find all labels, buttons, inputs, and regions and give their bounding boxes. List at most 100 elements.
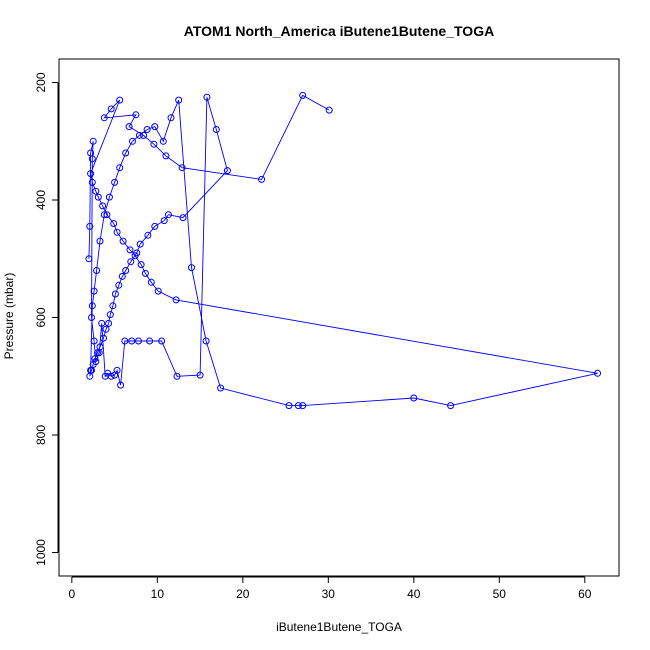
- data-point: [85, 255, 93, 263]
- data-point: [285, 402, 293, 410]
- data-point: [99, 202, 107, 210]
- x-tick-label: 60: [578, 587, 592, 601]
- data-point: [89, 137, 97, 145]
- data-point: [129, 137, 136, 145]
- data-point: [102, 325, 110, 333]
- data-point: [106, 311, 114, 319]
- data-point: [87, 170, 95, 178]
- data-point: [217, 384, 225, 392]
- y-tick-label: 800: [34, 425, 48, 445]
- data-point: [111, 178, 119, 186]
- data-point: [92, 187, 100, 195]
- data-point: [113, 228, 121, 236]
- series-line: [88, 94, 598, 407]
- data-point: [594, 369, 602, 377]
- data-point: [90, 337, 98, 345]
- data-point: [126, 246, 134, 254]
- y-tick-label: 1000: [34, 539, 48, 566]
- data-point: [93, 267, 101, 274]
- data-point: [119, 237, 127, 245]
- data-point: [203, 93, 211, 101]
- data-point: [131, 252, 139, 260]
- data-point: [167, 114, 175, 122]
- x-tick-label: 10: [151, 587, 165, 601]
- data-point: [113, 366, 121, 374]
- data-point: [151, 222, 159, 230]
- data-point: [122, 267, 130, 274]
- data-point: [116, 164, 124, 172]
- x-tick-label: 50: [493, 587, 507, 601]
- data-point: [127, 258, 135, 266]
- data-point: [100, 114, 108, 122]
- plot-frame: [58, 58, 620, 577]
- data-point: [98, 319, 106, 327]
- data-point: [94, 193, 102, 201]
- data-point: [162, 152, 170, 160]
- data-point: [447, 402, 455, 410]
- x-tick-label: 0: [68, 587, 75, 601]
- data-point: [116, 96, 124, 104]
- data-point: [96, 237, 104, 245]
- data-point: [136, 240, 144, 248]
- data-point: [128, 337, 136, 345]
- data-point: [299, 402, 307, 410]
- data-point: [172, 296, 180, 304]
- data-point: [294, 402, 302, 410]
- data-point: [87, 366, 95, 374]
- data-point: [223, 167, 231, 175]
- data-point: [110, 220, 118, 227]
- data-point: [140, 131, 148, 139]
- data-point: [164, 211, 172, 219]
- data-point: [125, 123, 133, 131]
- y-axis-label: Pressure (mbar): [2, 273, 16, 360]
- x-tick-label: 40: [407, 587, 421, 601]
- data-point: [100, 211, 108, 219]
- data-point: [151, 123, 159, 131]
- y-tick-label: 400: [34, 190, 48, 210]
- data-point: [258, 175, 266, 183]
- data-point: [146, 337, 154, 345]
- axes-layer: 0 10 20 30 40 50 60 200 400 600 800 1000: [34, 72, 592, 601]
- data-point: [122, 149, 130, 157]
- data-point: [88, 302, 96, 310]
- data-point: [86, 222, 94, 230]
- data-point: [178, 164, 186, 172]
- data-point: [202, 337, 210, 345]
- data-point: [325, 106, 333, 114]
- data-point: [299, 91, 307, 99]
- data-point: [88, 155, 96, 163]
- chart-title: ATOM1 North_America iButene1Butene_TOGA: [184, 23, 494, 39]
- data-point: [100, 334, 107, 342]
- data-point: [175, 96, 183, 104]
- data-point: [96, 343, 104, 351]
- data-point: [109, 302, 117, 310]
- y-tick-label: 600: [34, 307, 48, 327]
- data-point: [159, 137, 167, 145]
- data-point: [141, 269, 149, 277]
- data-point: [88, 178, 96, 186]
- data-point: [150, 140, 158, 148]
- data-point: [137, 261, 145, 269]
- data-point: [212, 126, 220, 133]
- data-point: [132, 111, 140, 119]
- data-point: [115, 281, 123, 289]
- x-axis-label: iButene1Butene_TOGA: [276, 620, 402, 634]
- data-point: [103, 211, 111, 219]
- data-point: [88, 314, 95, 321]
- data-point: [94, 349, 101, 357]
- data-point: [147, 278, 155, 286]
- data-point: [111, 290, 119, 298]
- data-point: [196, 371, 204, 379]
- data-point: [105, 193, 113, 201]
- data-point: [188, 264, 195, 272]
- data-point: [144, 231, 152, 239]
- data-point: [118, 272, 126, 280]
- y-tick-label: 200: [34, 72, 48, 92]
- data-point: [179, 214, 187, 222]
- data-point: [121, 337, 129, 345]
- data-point: [107, 372, 115, 380]
- data-point: [410, 394, 418, 402]
- data-point: [135, 337, 142, 345]
- series-layer: [85, 91, 602, 410]
